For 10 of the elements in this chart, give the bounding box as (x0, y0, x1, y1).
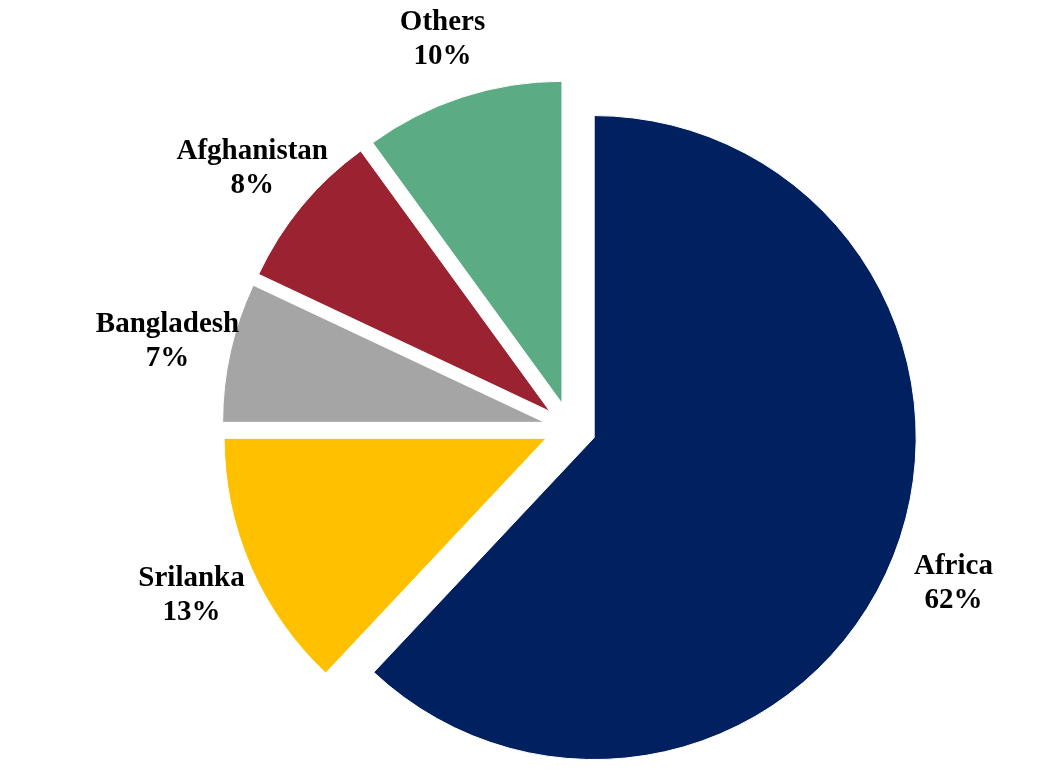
data-label: 8% (230, 167, 274, 200)
data-label: 13% (162, 593, 221, 626)
slice-label: Afghanistan (176, 133, 328, 166)
slice-label: Africa (913, 547, 994, 580)
data-label: 10% (413, 37, 472, 70)
slice-label: Bangladesh (95, 306, 240, 339)
data-label: 7% (145, 340, 190, 373)
data-label: 62% (924, 581, 983, 614)
slice-label: Srilanka (138, 559, 246, 592)
slice-label: Others (399, 3, 486, 36)
